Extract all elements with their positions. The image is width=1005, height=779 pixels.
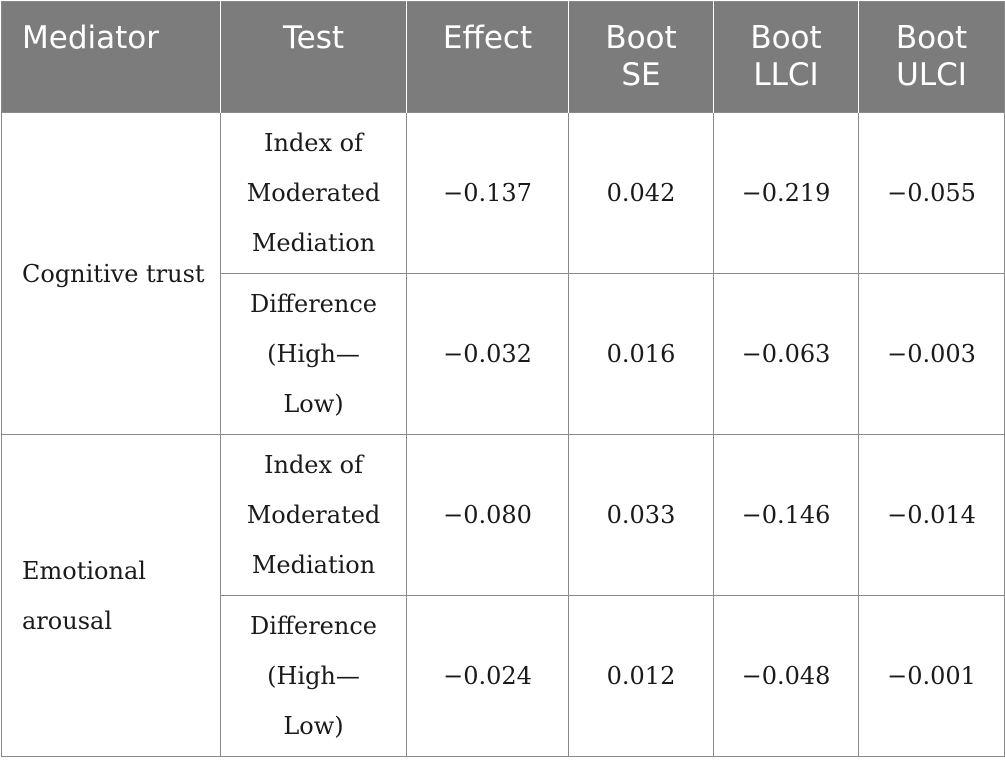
boot-ulci-cell: −0.014 xyxy=(858,434,1005,596)
header-boot-ulci: Boot ULCI xyxy=(858,1,1005,113)
header-test: Test xyxy=(220,1,407,113)
boot-llci-cell: −0.146 xyxy=(713,434,859,596)
test-cell: Difference (High— Low) xyxy=(220,273,407,435)
header-boot-llci: Boot LLCI xyxy=(713,1,859,113)
boot-ulci-cell: −0.003 xyxy=(858,273,1005,435)
mediator-cell-emotional-arousal: Emotional arousal xyxy=(1,434,221,757)
test-cell: Index of Moderated Mediation xyxy=(220,112,407,274)
header-row: Mediator Test Effect Boot SE xyxy=(1,1,1005,113)
test-cell: Difference (High— Low) xyxy=(220,595,407,757)
header-boot-se: Boot SE xyxy=(568,1,714,113)
effect-cell: −0.137 xyxy=(406,112,569,274)
boot-se-cell: 0.033 xyxy=(568,434,714,596)
boot-se-cell: 0.012 xyxy=(568,595,714,757)
boot-llci-cell: −0.219 xyxy=(713,112,859,274)
boot-llci-cell: −0.048 xyxy=(713,595,859,757)
boot-llci-cell: −0.063 xyxy=(713,273,859,435)
mediation-results-table: Mediator Test Effect Boot SE xyxy=(1,1,1005,757)
table-container: Mediator Test Effect Boot SE xyxy=(1,1,1005,757)
header-effect: Effect xyxy=(406,1,569,113)
mediator-cell-cognitive-trust: Cognitive trust xyxy=(1,112,221,435)
table-row: Emotional arousal Index of Moderated Med… xyxy=(1,434,1005,757)
table-row: Difference (High— Low) −0.032 0.016 −0.0… xyxy=(2,273,1005,435)
table-row: Difference (High— Low) −0.024 0.012 −0.0… xyxy=(2,595,1005,757)
boot-ulci-cell: −0.055 xyxy=(858,112,1005,274)
boot-se-cell: 0.016 xyxy=(568,273,714,435)
boot-se-cell: 0.042 xyxy=(568,112,714,274)
table-body: Cognitive trust Index of Moderated Media… xyxy=(1,112,1005,757)
table-row: Cognitive trust Index of Moderated Media… xyxy=(1,112,1005,435)
header-mediator: Mediator xyxy=(1,1,221,113)
table-header: Mediator Test Effect Boot SE xyxy=(1,1,1005,113)
test-cell: Index of Moderated Mediation xyxy=(220,434,407,596)
boot-ulci-cell: −0.001 xyxy=(858,595,1005,757)
effect-cell: −0.032 xyxy=(406,273,569,435)
effect-cell: −0.080 xyxy=(406,434,569,596)
effect-cell: −0.024 xyxy=(406,595,569,757)
